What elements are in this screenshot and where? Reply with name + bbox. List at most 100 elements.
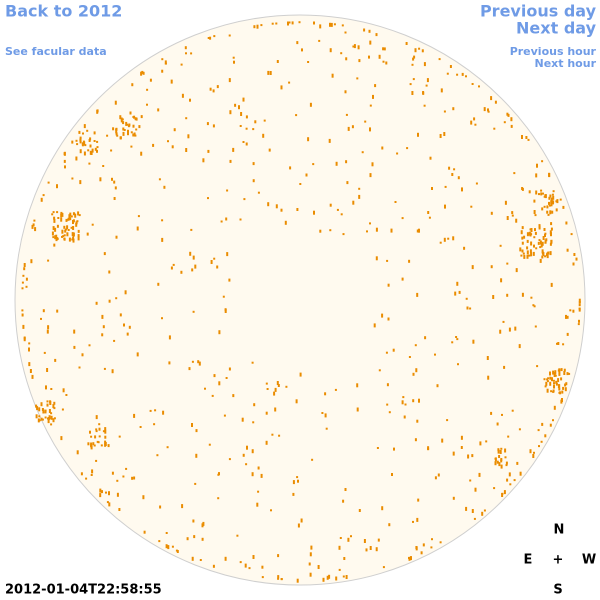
speck: [508, 327, 511, 332]
speck: [526, 246, 529, 250]
speck: [496, 460, 499, 464]
speck: [199, 559, 202, 561]
speck: [69, 217, 72, 221]
speck: [500, 464, 503, 469]
speck: [321, 412, 324, 414]
speck: [35, 414, 38, 419]
speck: [411, 91, 414, 95]
speck: [96, 109, 99, 113]
speck: [252, 162, 255, 166]
speck: [161, 219, 164, 222]
speck: [552, 379, 555, 382]
speck: [543, 228, 546, 231]
speck: [267, 202, 270, 207]
speck: [51, 213, 54, 216]
speck: [79, 149, 82, 154]
speck: [131, 83, 134, 87]
speck: [42, 409, 45, 414]
next-day-link[interactable]: Next day: [516, 19, 597, 38]
previous-day-link[interactable]: Previous day: [480, 2, 597, 21]
speck: [76, 450, 79, 455]
speck: [226, 189, 229, 192]
speck: [253, 403, 256, 407]
next-hour-link[interactable]: Next hour: [535, 57, 597, 70]
speck: [101, 490, 103, 494]
speck: [549, 210, 552, 215]
speck: [275, 22, 278, 25]
speck: [546, 380, 549, 383]
speck: [158, 178, 161, 181]
speck: [436, 384, 439, 388]
speck: [56, 184, 58, 189]
speck: [456, 338, 459, 341]
speck: [261, 565, 264, 569]
back-link[interactable]: Back to 2012: [5, 2, 122, 21]
speck: [441, 438, 444, 443]
speck: [246, 445, 248, 450]
speck: [46, 403, 49, 407]
speck: [428, 216, 431, 219]
speck: [135, 128, 138, 131]
speck: [46, 368, 49, 372]
speck: [328, 138, 331, 143]
speck: [540, 192, 543, 196]
speck: [201, 523, 204, 528]
speck: [32, 223, 35, 227]
speck: [132, 116, 135, 118]
speck: [532, 304, 535, 307]
speck: [40, 417, 43, 421]
speck: [340, 213, 343, 216]
speck: [575, 257, 578, 261]
speck: [541, 241, 544, 246]
speck: [309, 552, 312, 557]
speck: [508, 472, 511, 477]
speck: [165, 544, 168, 549]
speck: [478, 85, 480, 88]
speck: [72, 219, 75, 223]
speck: [566, 332, 569, 336]
speck: [60, 211, 63, 215]
speck: [207, 197, 209, 200]
speck: [530, 241, 533, 246]
speck: [511, 211, 514, 215]
speck: [56, 309, 59, 313]
speck: [127, 129, 129, 134]
speck: [212, 564, 215, 568]
speck: [277, 577, 280, 580]
speck: [29, 369, 32, 373]
speck: [127, 125, 130, 128]
speck: [368, 29, 371, 33]
speck: [416, 517, 419, 522]
speck: [71, 177, 74, 180]
speck: [552, 370, 555, 375]
speck: [22, 324, 25, 329]
speck: [301, 48, 303, 52]
speck: [437, 473, 440, 477]
speck: [501, 492, 504, 495]
speck: [452, 107, 455, 111]
speck: [80, 472, 83, 476]
speck: [562, 343, 565, 346]
speck: [192, 519, 195, 523]
facular-link[interactable]: See facular data: [5, 45, 107, 58]
speck: [146, 103, 148, 106]
speck: [501, 413, 503, 416]
speck: [534, 214, 537, 217]
speck: [31, 224, 34, 229]
speck: [185, 117, 188, 120]
speck: [529, 228, 532, 231]
previous-hour-link[interactable]: Previous hour: [510, 45, 597, 58]
speck: [507, 113, 510, 117]
speck: [113, 180, 116, 184]
speck: [425, 84, 428, 87]
speck: [262, 133, 265, 138]
speck: [479, 441, 482, 446]
speck: [61, 408, 64, 411]
speck: [324, 392, 327, 396]
speck: [487, 108, 489, 112]
speck: [130, 145, 133, 148]
speck: [78, 366, 81, 369]
speck: [191, 268, 194, 272]
speck: [99, 177, 102, 182]
speck: [251, 361, 254, 364]
